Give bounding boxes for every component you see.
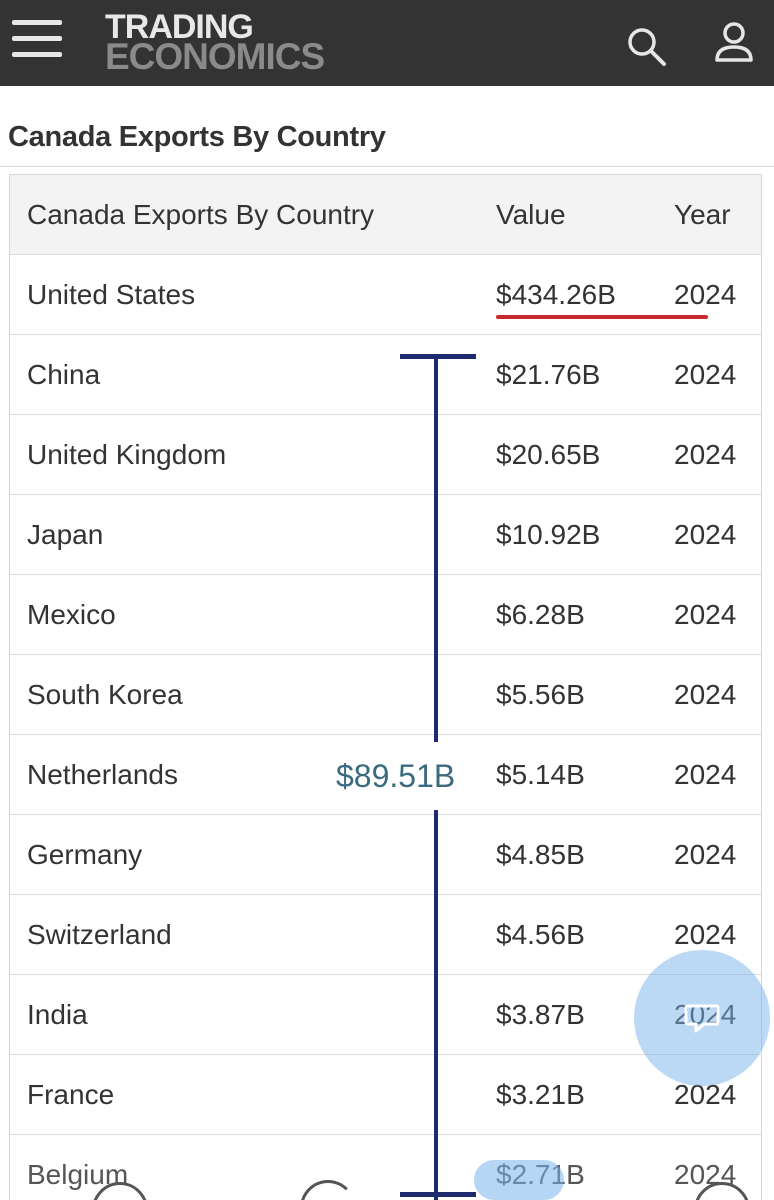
column-header-year[interactable]: Year bbox=[674, 199, 731, 230]
country-cell[interactable]: Switzerland bbox=[27, 919, 172, 950]
table-header-row: Canada Exports By Country Value Year bbox=[10, 174, 761, 254]
country-cell[interactable]: France bbox=[27, 1079, 115, 1110]
logo-text-trading: TRADING bbox=[105, 8, 254, 46]
country-cell[interactable]: United States bbox=[27, 279, 196, 310]
value-cell: $20.65B bbox=[496, 439, 601, 470]
country-cell[interactable]: India bbox=[27, 999, 88, 1030]
table-row[interactable]: Switzerland $4.56B 2024 bbox=[10, 894, 761, 974]
table-row[interactable]: Japan $10.92B 2024 bbox=[10, 494, 761, 574]
chat-bubble-icon bbox=[684, 1004, 720, 1033]
bracket-annotation-top bbox=[400, 354, 476, 359]
hamburger-icon[interactable] bbox=[12, 16, 64, 62]
year-cell: 2024 bbox=[674, 599, 737, 630]
country-cell[interactable]: Netherlands bbox=[27, 759, 178, 790]
logo-text-economics: ECONOMICS bbox=[105, 36, 325, 77]
bracket-annotation-line bbox=[434, 354, 438, 742]
table-row[interactable]: Netherlands $5.14B 2024 bbox=[10, 734, 761, 814]
value-cell: $3.87B bbox=[496, 999, 585, 1030]
trading-economics-logo[interactable]: TRADING ECONOMICS bbox=[105, 8, 405, 78]
year-cell: 2024 bbox=[674, 839, 737, 870]
table-row[interactable]: China $21.76B 2024 bbox=[10, 334, 761, 414]
table-row[interactable]: United States $434.26B 2024 bbox=[10, 254, 761, 334]
column-header-country[interactable]: Canada Exports By Country bbox=[27, 199, 375, 230]
value-cell: $4.85B bbox=[496, 839, 585, 870]
table-row[interactable]: South Korea $5.56B 2024 bbox=[10, 654, 761, 734]
bracket-total-annotation: $89.51B bbox=[336, 758, 456, 794]
value-cell: $4.56B bbox=[496, 919, 585, 950]
bottom-overlay-pill[interactable] bbox=[474, 1160, 564, 1200]
year-cell: 2024 bbox=[674, 679, 737, 710]
year-cell: 2024 bbox=[674, 519, 737, 550]
year-cell: 2024 bbox=[674, 279, 737, 310]
year-cell: 2024 bbox=[674, 759, 737, 790]
red-underline-annotation bbox=[496, 315, 708, 319]
year-cell: 2024 bbox=[674, 919, 737, 950]
country-cell[interactable]: South Korea bbox=[27, 679, 183, 710]
year-cell: 2024 bbox=[674, 439, 737, 470]
value-cell: $3.21B bbox=[496, 1079, 585, 1110]
search-icon[interactable] bbox=[624, 24, 668, 68]
value-cell: $6.28B bbox=[496, 599, 585, 630]
chat-button[interactable] bbox=[634, 950, 770, 1086]
value-cell: $5.14B bbox=[496, 759, 585, 790]
table-row[interactable]: France $3.21B 2024 bbox=[10, 1054, 761, 1134]
country-cell[interactable]: Japan bbox=[27, 519, 104, 550]
bracket-annotation-line bbox=[434, 810, 438, 1200]
value-cell: $5.56B bbox=[496, 679, 585, 710]
title-divider bbox=[0, 166, 774, 167]
top-navigation-bar: TRADING ECONOMICS bbox=[0, 0, 774, 86]
country-cell[interactable]: Germany bbox=[27, 839, 143, 870]
table-row[interactable]: United Kingdom $20.65B 2024 bbox=[10, 414, 761, 494]
page-title: Canada Exports By Country bbox=[8, 121, 386, 153]
bracket-annotation-bottom bbox=[400, 1192, 476, 1197]
country-cell[interactable]: China bbox=[27, 359, 101, 390]
user-icon[interactable] bbox=[712, 20, 756, 66]
table-row[interactable]: Germany $4.85B 2024 bbox=[10, 814, 761, 894]
year-cell: 2024 bbox=[674, 359, 737, 390]
country-cell[interactable]: United Kingdom bbox=[27, 439, 227, 470]
value-cell: $10.92B bbox=[496, 519, 601, 550]
value-cell: $434.26B bbox=[496, 279, 616, 310]
country-cell[interactable]: Mexico bbox=[27, 599, 116, 630]
value-cell: $21.76B bbox=[496, 359, 601, 390]
table-row[interactable]: Mexico $6.28B 2024 bbox=[10, 574, 761, 654]
column-header-value[interactable]: Value bbox=[496, 199, 566, 230]
